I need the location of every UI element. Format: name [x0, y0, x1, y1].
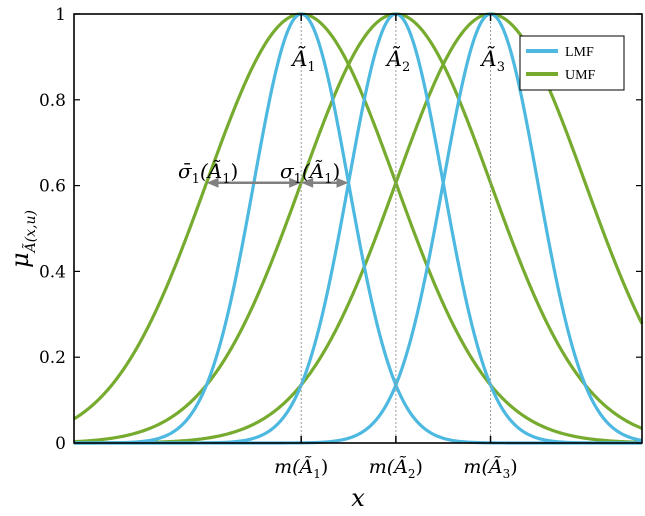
legend: LMF UMF — [519, 35, 625, 91]
peak-label-3: Ã3 — [480, 47, 505, 75]
sigma-arrow-head-left — [301, 177, 314, 188]
annotations-layer: σ̄1(Ã1) σ1(Ã1) — [178, 159, 349, 188]
sigma-label: σ1(Ã1) — [280, 159, 340, 187]
guide-lines-layer — [300, 14, 492, 443]
legend-label-umf: UMF — [565, 68, 596, 83]
x-axis-label: x — [351, 484, 365, 512]
umf-curve-2 — [73, 12, 643, 444]
sigma-bar-arrow-head-right — [289, 177, 302, 188]
sigma-bar-arrow-head-left — [206, 177, 219, 188]
x-tick-label-0: m(Ã1) — [274, 456, 328, 481]
x-tick-label-2: m(Ã3) — [463, 456, 517, 481]
y-tick-label-3: 0.6 — [39, 177, 66, 197]
legend-label-lmf: LMF — [565, 45, 594, 60]
y-tick-label-0: 0 — [55, 434, 66, 454]
ticks-layer: 0 0.2 0.4 0.6 0.8 1 m(Ã1) m(Ã2) m(Ã3) — [39, 5, 642, 481]
peak-label-1: Ã1 — [290, 47, 315, 75]
umf-curve-1 — [73, 12, 643, 444]
y-tick-label-5: 1 — [55, 5, 66, 25]
x-tick-label-1: m(Ã2) — [369, 456, 423, 481]
legend-box — [519, 35, 625, 91]
plot-frame — [73, 13, 643, 444]
y-tick-label-4: 0.8 — [39, 91, 66, 111]
labels-layer: Ã1 Ã2 Ã3 x μÃ(x,u) — [6, 47, 505, 512]
y-tick-label-2: 0.4 — [39, 262, 66, 282]
y-axis-label: μÃ(x,u) — [6, 210, 39, 268]
sigma-arrow-head-right — [336, 177, 349, 188]
sigma-bar-label: σ̄1(Ã1) — [178, 159, 238, 187]
y-tick-label-1: 0.2 — [39, 348, 66, 368]
peak-label-2: Ã2 — [385, 47, 410, 75]
